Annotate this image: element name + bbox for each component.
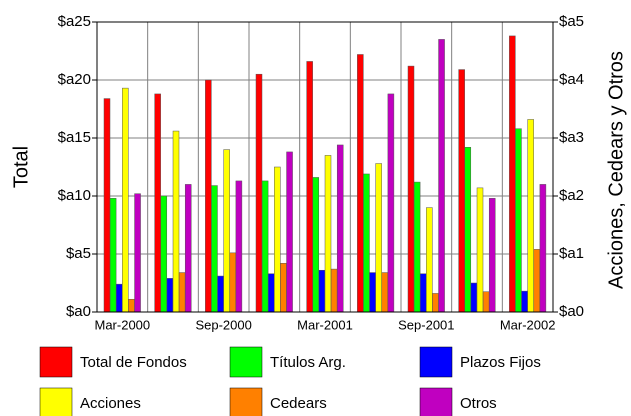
y-tick-label: $a0 — [66, 303, 91, 320]
bar — [134, 193, 141, 313]
x-tick-label: Mar-2000 — [95, 317, 151, 332]
y2-axis-label: Acciones, Cedears y Otros — [605, 51, 627, 289]
y-tick-label: $a5 — [66, 245, 91, 262]
bar — [432, 293, 439, 313]
bar — [160, 195, 168, 313]
y-tick-label: $a20 — [58, 71, 91, 88]
bar — [172, 130, 180, 313]
legend-label: Otros — [460, 395, 497, 412]
bar — [286, 151, 293, 313]
bar — [419, 273, 427, 313]
legend-label: Cedears — [270, 395, 327, 412]
legend-swatch — [39, 387, 73, 416]
bar — [205, 79, 212, 313]
y2-tick-label: $a1 — [559, 245, 584, 262]
y-axis-label: Total — [10, 146, 32, 188]
bar — [539, 184, 547, 313]
y-tick-label: $a25 — [58, 13, 91, 30]
bar — [438, 39, 445, 313]
bar — [109, 198, 117, 313]
bar — [312, 177, 320, 313]
bar — [103, 98, 111, 313]
bar — [375, 163, 382, 313]
bar — [470, 282, 478, 313]
legend-label: Plazos Fijos — [460, 354, 541, 371]
bar — [166, 278, 174, 313]
bar — [122, 87, 129, 313]
legend-label: Títulos Arg. — [270, 354, 346, 371]
bar — [363, 173, 370, 313]
legend-swatch — [419, 346, 453, 378]
bar — [407, 65, 415, 313]
bar — [267, 273, 275, 313]
bar — [426, 207, 433, 313]
bar — [223, 149, 230, 313]
bar — [509, 35, 516, 313]
bar — [318, 269, 326, 313]
bar — [476, 187, 484, 313]
y2-tick-label: $a3 — [559, 129, 584, 146]
bar — [330, 268, 338, 313]
bar — [458, 69, 465, 313]
bar — [274, 166, 281, 313]
bar — [336, 144, 344, 313]
bar — [464, 147, 472, 313]
x-tick-label: Sep-2000 — [195, 317, 251, 332]
y-tick-label: $a10 — [58, 187, 91, 204]
y2-tick-label: $a0 — [559, 303, 584, 320]
bar — [115, 283, 123, 313]
bar — [533, 249, 541, 313]
bar — [521, 290, 528, 313]
bar — [261, 180, 269, 313]
bar — [154, 93, 161, 313]
bar — [527, 119, 534, 313]
legend-label: Total de Fondos — [80, 354, 187, 371]
bar — [381, 272, 389, 313]
bar — [280, 263, 287, 313]
legend-label: Acciones — [80, 395, 141, 412]
legend-swatch — [39, 346, 73, 378]
y2-tick-label: $a2 — [559, 187, 584, 204]
bar — [211, 185, 218, 313]
bar — [387, 93, 395, 313]
legend-swatch — [229, 387, 263, 416]
x-tick-label: Sep-2001 — [398, 317, 454, 332]
bar — [184, 184, 192, 313]
plot-frame — [96, 21, 554, 313]
bar — [413, 181, 421, 313]
y-tick-label: $a15 — [58, 129, 91, 146]
bar — [515, 128, 522, 313]
bar — [369, 272, 376, 313]
bar — [128, 298, 135, 313]
bar — [488, 198, 496, 313]
x-tick-label: Mar-2002 — [500, 317, 556, 332]
y2-tick-label: $a4 — [559, 71, 584, 88]
bar — [229, 252, 237, 313]
bar — [217, 275, 224, 313]
bar — [235, 180, 243, 313]
bar — [357, 54, 364, 313]
bar — [306, 61, 313, 313]
x-tick-label: Mar-2001 — [297, 317, 353, 332]
bar — [178, 272, 186, 313]
bar — [255, 73, 263, 313]
y2-tick-label: $a5 — [559, 13, 584, 30]
legend-swatch — [229, 346, 263, 378]
legend-swatch — [419, 387, 453, 416]
bar — [324, 155, 332, 313]
bar — [482, 291, 490, 313]
